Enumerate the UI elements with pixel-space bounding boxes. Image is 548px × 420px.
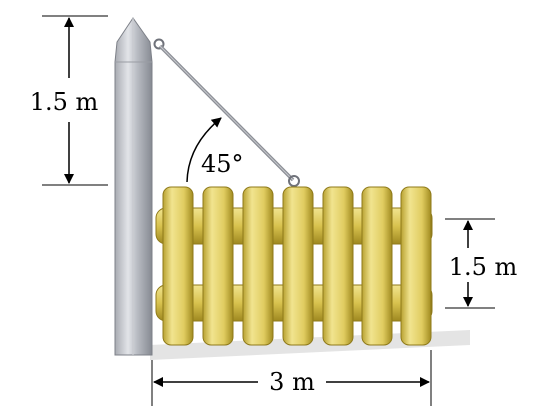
fence-pickets (162, 186, 432, 346)
angle-arc (186, 117, 222, 183)
picket (400, 186, 432, 346)
post-height-label: 1.5 m (30, 88, 99, 116)
picket (361, 186, 393, 346)
picket (322, 186, 354, 346)
picket (242, 186, 274, 346)
fence-hook-icon (288, 175, 300, 187)
fence-height-label: 1.5 m (449, 253, 518, 281)
picket (202, 186, 234, 346)
width-label: 3 m (269, 368, 315, 396)
angle-label: 45° (201, 150, 244, 178)
post (114, 17, 153, 356)
picket (162, 186, 194, 346)
picket (282, 186, 314, 346)
post-hook-icon (153, 38, 165, 50)
